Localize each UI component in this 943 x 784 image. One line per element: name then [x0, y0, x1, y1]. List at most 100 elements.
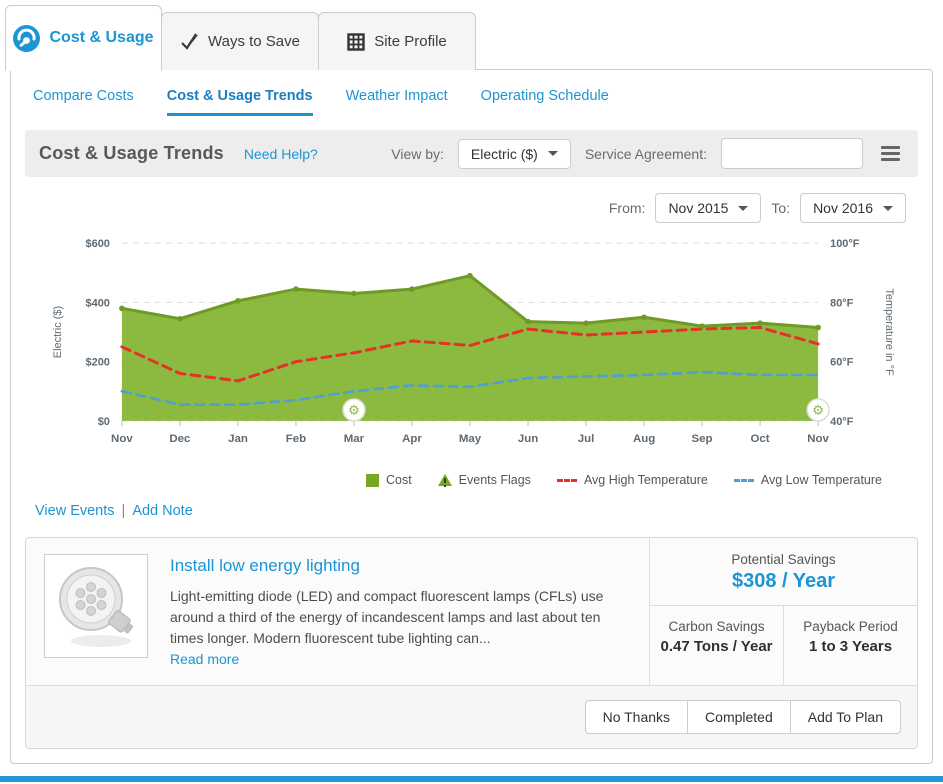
legend-item: Cost	[365, 473, 412, 487]
cost-swatch-icon	[365, 473, 379, 487]
sub-tab-bar: Compare Costs Cost & Usage Trends Weathe…	[11, 70, 932, 116]
avg-high-temp-line	[120, 326, 820, 383]
gauge-icon	[13, 24, 41, 52]
cost-area-series	[121, 275, 819, 421]
to-label: To:	[771, 200, 791, 216]
cost-data-point	[815, 324, 821, 331]
x-axis-label: Sep	[692, 433, 713, 445]
service-agreement-label: Service Agreement:	[584, 145, 707, 162]
need-help-link[interactable]: Need Help?	[243, 145, 318, 162]
x-axis-label: Jan	[228, 433, 248, 445]
right-axis-title: Temperature in °F	[883, 288, 895, 376]
cost-data-point	[409, 286, 415, 292]
top-tab-bar: Cost & Usage Ways to Save S	[0, 5, 943, 71]
legend-item: Avg High Temperature	[556, 473, 708, 487]
no-thanks-button[interactable]: No Thanks	[584, 700, 689, 734]
recommendation-title-link[interactable]: Install low energy lighting	[170, 556, 360, 575]
x-axis-label: Nov	[111, 433, 133, 445]
led-spotlight-photo	[44, 554, 148, 658]
links-separator: |	[121, 503, 126, 519]
tab-site-profile[interactable]: Site Profile	[318, 12, 476, 70]
chevron-down-icon	[738, 205, 749, 211]
to-month-dropdown[interactable]: Nov 2016	[800, 193, 906, 223]
subtab-compare-costs[interactable]: Compare Costs	[33, 88, 134, 104]
potential-savings-value: $308 / Year	[731, 570, 836, 592]
cost-data-point	[757, 320, 763, 326]
from-month-dropdown[interactable]: Nov 2015	[655, 193, 762, 223]
x-axis-label: Jun	[518, 433, 538, 445]
tab-label: Cost & Usage	[49, 29, 154, 46]
right-axis-tick-label: 40°F	[830, 416, 854, 428]
trends-section: Cost & Usage Trends Need Help? View by: …	[25, 130, 918, 527]
view-events-link[interactable]: View Events	[35, 503, 115, 519]
chart-links-row: View Events | Add Note	[25, 487, 918, 527]
cost-data-point	[177, 315, 183, 322]
subtab-weather-impact[interactable]: Weather Impact	[345, 88, 448, 104]
recommendation-card: Install low energy lighting Light-emitti…	[25, 537, 918, 749]
recommendation-actions: No Thanks Completed Add To Plan	[26, 686, 917, 748]
legend-item: Events Flags	[437, 473, 531, 487]
cost-data-point	[583, 320, 589, 326]
dashed-line-swatch-icon	[556, 478, 577, 482]
savings-panel: Potential Savings $308 / Year Carbon Sav…	[649, 538, 917, 685]
add-note-link[interactable]: Add Note	[132, 503, 193, 519]
from-label: From:	[608, 200, 646, 216]
left-axis-title: Electric ($)	[52, 306, 64, 358]
x-axis-label: Dec	[169, 433, 191, 445]
event-marker[interactable]	[342, 398, 366, 422]
cost-data-point	[699, 323, 705, 329]
right-axis-tick-label: 80°F	[830, 297, 854, 309]
cost-data-point	[641, 314, 647, 321]
tab-label: Ways to Save	[208, 33, 300, 50]
section-title: Cost & Usage Trends	[39, 143, 224, 163]
view-by-label: View by:	[391, 145, 444, 162]
next-section-edge-bar	[0, 776, 943, 782]
add-to-plan-button[interactable]: Add To Plan	[789, 700, 901, 734]
tab-ways-to-save[interactable]: Ways to Save	[161, 12, 319, 70]
cost-data-point	[467, 272, 473, 279]
service-agreement-input[interactable]	[721, 138, 863, 169]
x-axis-label: Nov	[807, 433, 829, 445]
cost-usage-chart: ⚙ ⚙ $600 $400 $200 $0 100°F 80°F 60°F 40°F Nov Dec J…	[25, 229, 918, 471]
gear-icon: ⚙	[812, 402, 824, 417]
x-axis-label: Oct	[751, 433, 770, 445]
carbon-savings-value: 0.47 Tons / Year	[660, 638, 773, 655]
gear-icon: ⚙	[348, 402, 360, 417]
read-more-link[interactable]: Read more	[170, 651, 240, 667]
chart-legend: Cost Events Flags Avg High Temperature Avg …	[25, 471, 918, 487]
left-axis-tick-label: $0	[98, 416, 110, 428]
cost-data-point	[235, 298, 241, 304]
date-range-row: From: Nov 2015 To: Nov 2016	[25, 193, 906, 223]
x-axis-label: Mar	[344, 433, 365, 445]
main-panel: Compare Costs Cost & Usage Trends Weathe…	[10, 69, 933, 764]
tab-cost-and-usage[interactable]: Cost & Usage	[5, 5, 162, 71]
events-flag-icon	[437, 474, 452, 487]
right-axis-tick-label: 60°F	[830, 357, 854, 369]
payback-period-value: 1 to 3 Years	[808, 638, 893, 655]
subtab-cost-usage-trends[interactable]: Cost & Usage Trends	[166, 88, 313, 116]
tab-label: Site Profile	[374, 33, 447, 50]
subtab-operating-schedule[interactable]: Operating Schedule	[480, 88, 609, 104]
building-grid-icon	[347, 32, 365, 51]
x-axis-label: Aug	[633, 433, 655, 445]
left-axis-tick-label: $600	[86, 238, 110, 250]
cost-data-point	[119, 305, 125, 312]
view-by-dropdown[interactable]: Electric ($)	[457, 138, 571, 169]
x-axis-label: Feb	[286, 433, 306, 445]
potential-savings-label: Potential Savings	[731, 552, 836, 567]
left-axis-tick-label: $200	[86, 357, 110, 369]
x-axis-label: Apr	[402, 433, 422, 445]
completed-button[interactable]: Completed	[687, 700, 791, 734]
payback-period-label: Payback Period	[803, 619, 898, 634]
event-marker[interactable]	[806, 398, 830, 422]
recommendation-body: Light-emitting diode (LED) and compact f…	[170, 588, 604, 646]
menu-icon[interactable]	[877, 142, 904, 165]
carbon-savings-label: Carbon Savings	[668, 619, 765, 634]
chevron-down-icon	[547, 151, 558, 156]
trends-toolbar: Cost & Usage Trends Need Help? View by: …	[25, 130, 918, 177]
x-axis-label: May	[459, 433, 482, 445]
cost-data-point	[525, 318, 531, 325]
cost-data-point	[351, 290, 357, 297]
